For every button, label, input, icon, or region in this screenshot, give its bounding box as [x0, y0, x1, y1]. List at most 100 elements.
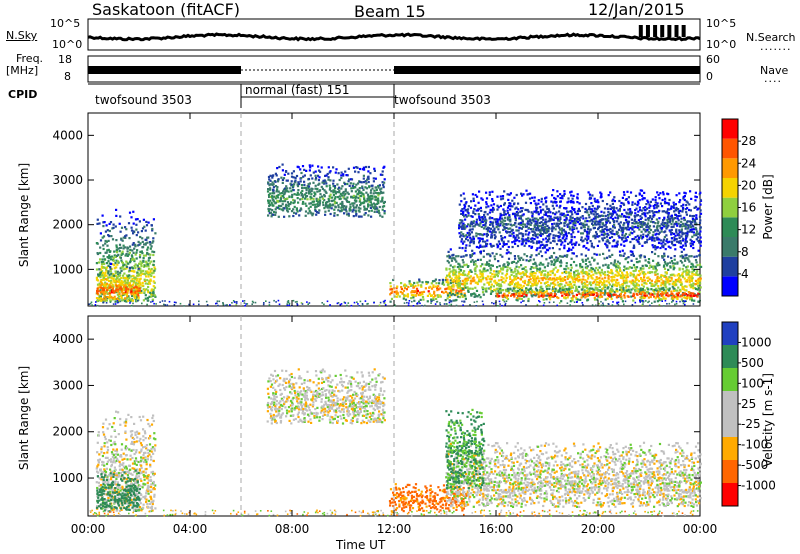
power-data-cell	[537, 218, 540, 221]
power-data-cell	[109, 286, 112, 289]
power-data-cell	[698, 215, 702, 218]
power-data-cell	[633, 219, 636, 222]
power-data-cell	[471, 238, 474, 241]
power-data-cell	[579, 298, 582, 301]
power-data-cell	[114, 225, 117, 228]
power-data-cell	[337, 206, 340, 209]
power-data-cell	[145, 238, 148, 241]
power-data-cell	[561, 194, 564, 198]
power-data-cell	[635, 220, 638, 224]
power-data-cell	[451, 280, 454, 283]
power-data-cell	[599, 274, 602, 277]
power-data-cell	[613, 221, 616, 224]
power-data-cell	[463, 270, 466, 273]
power-data-cell	[102, 255, 105, 258]
power-data-cell	[587, 275, 590, 278]
power-data-cell	[588, 220, 591, 223]
power-data-cell	[128, 266, 131, 269]
power-data-cell	[496, 266, 499, 269]
power-data-cell	[450, 294, 453, 297]
power-data-cell	[514, 216, 517, 219]
power-data-cell	[674, 248, 677, 251]
power-data-cell	[561, 241, 564, 244]
power-data-cell	[132, 281, 136, 284]
power-data-cell	[444, 299, 447, 302]
power-data-cell	[544, 251, 547, 254]
power-data-cell	[520, 275, 523, 278]
power-data-cell	[695, 255, 698, 258]
power-data-cell	[446, 255, 449, 258]
power-data-cell	[596, 199, 599, 202]
power-data-cell	[575, 255, 578, 258]
power-data-cell	[498, 295, 501, 298]
power-data-cell	[462, 210, 465, 213]
power-data-cell	[574, 243, 577, 246]
power-data-cell	[690, 285, 693, 288]
power-data-cell	[482, 270, 485, 273]
power-data-cell	[641, 264, 644, 267]
power-data-cell	[629, 231, 632, 234]
power-data-cell	[383, 205, 386, 208]
power-data-cell	[628, 285, 631, 288]
power-data-cell	[573, 219, 576, 222]
power-data-cell	[355, 166, 358, 169]
power-data-cell	[606, 232, 609, 235]
power-data-cell	[571, 208, 574, 211]
power-data-cell	[616, 231, 619, 234]
power-data-cell	[410, 291, 413, 294]
power-data-cell	[463, 224, 466, 227]
power-data-cell	[374, 198, 377, 201]
power-data-cell	[571, 197, 574, 200]
power-data-cell	[514, 237, 517, 241]
power-data-cell	[352, 215, 355, 218]
power-data-cell	[618, 199, 621, 203]
power-data-cell	[648, 266, 651, 270]
power-data-cell	[529, 288, 532, 291]
power-data-cell	[350, 190, 353, 193]
power-data-cell	[137, 240, 140, 243]
power-data-cell	[115, 208, 118, 211]
power-data-cell	[471, 259, 474, 262]
power-data-cell	[129, 300, 132, 303]
power-data-cell	[542, 208, 545, 211]
power-data-cell	[458, 203, 461, 206]
power-data-cell	[585, 289, 588, 292]
power-data-cell	[107, 248, 110, 251]
power-data-cell	[636, 226, 639, 229]
power-data-cell	[564, 230, 567, 233]
power-data-cell	[524, 272, 527, 275]
power-data-cell	[498, 285, 501, 288]
power-data-cell	[484, 277, 488, 280]
power-data-cell	[553, 196, 556, 200]
power-data-cell	[485, 219, 488, 222]
power-data-cell	[678, 211, 681, 214]
power-data-cell	[547, 262, 550, 265]
power-data-cell	[458, 267, 461, 270]
power-data-cell	[368, 210, 371, 213]
power-data-cell	[418, 278, 421, 281]
power-data-cell	[97, 273, 100, 276]
power-data-cell	[118, 289, 122, 292]
power-data-cell	[679, 295, 682, 298]
power-data-cell	[637, 280, 641, 283]
power-data-cell	[116, 293, 119, 296]
power-data-cell	[615, 284, 618, 288]
power-data-cell	[522, 280, 525, 283]
power-data-cell	[595, 213, 598, 216]
power-data-cell	[139, 283, 142, 286]
power-data-cell	[508, 193, 511, 196]
power-data-cell	[494, 235, 497, 238]
power-data-cell	[454, 258, 457, 261]
power-data-cell	[690, 295, 693, 298]
power-data-cell	[490, 204, 493, 207]
power-data-cell	[501, 280, 504, 283]
power-data-cell	[682, 244, 685, 247]
power-data-cell	[572, 280, 575, 283]
power-data-cell	[473, 252, 476, 255]
power-data-cell	[584, 293, 587, 296]
power-data-cell	[498, 264, 501, 268]
power-data-cell	[563, 271, 566, 274]
power-data-cell	[104, 271, 107, 274]
power-data-cell	[559, 193, 562, 196]
power-data-cell	[272, 199, 275, 202]
